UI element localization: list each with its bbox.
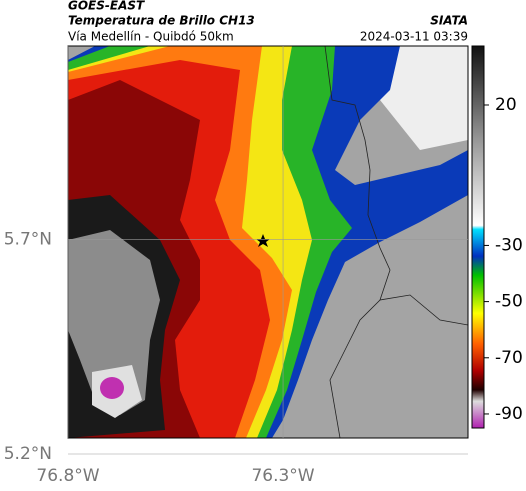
colorbar-tick-label: -50 bbox=[495, 292, 523, 312]
timestamp: 2024-03-11 03:39 bbox=[360, 30, 468, 44]
x-tick-label: 76.8°W bbox=[36, 466, 99, 486]
brand: SIATA bbox=[430, 14, 468, 28]
colorbar-tick-label: -90 bbox=[495, 404, 523, 424]
y-tick-label: 5.2°N bbox=[4, 444, 52, 464]
x-tick-label: 76.3°W bbox=[251, 466, 314, 486]
colorbar-tick-label: 20 bbox=[495, 95, 517, 115]
colorbar-tick-label: -70 bbox=[495, 348, 523, 368]
y-tick-label: 5.7°N bbox=[4, 229, 52, 249]
location-star bbox=[256, 234, 270, 247]
title: Temperatura de Brillo CH13 bbox=[68, 14, 255, 28]
colorbar bbox=[471, 45, 485, 429]
subtitle: Vía Medellín - Quibdó 50km bbox=[68, 30, 234, 44]
source: GOES-EAST bbox=[68, 0, 145, 13]
colorbar-tick-label: -30 bbox=[495, 235, 523, 255]
satellite-image bbox=[68, 46, 468, 438]
